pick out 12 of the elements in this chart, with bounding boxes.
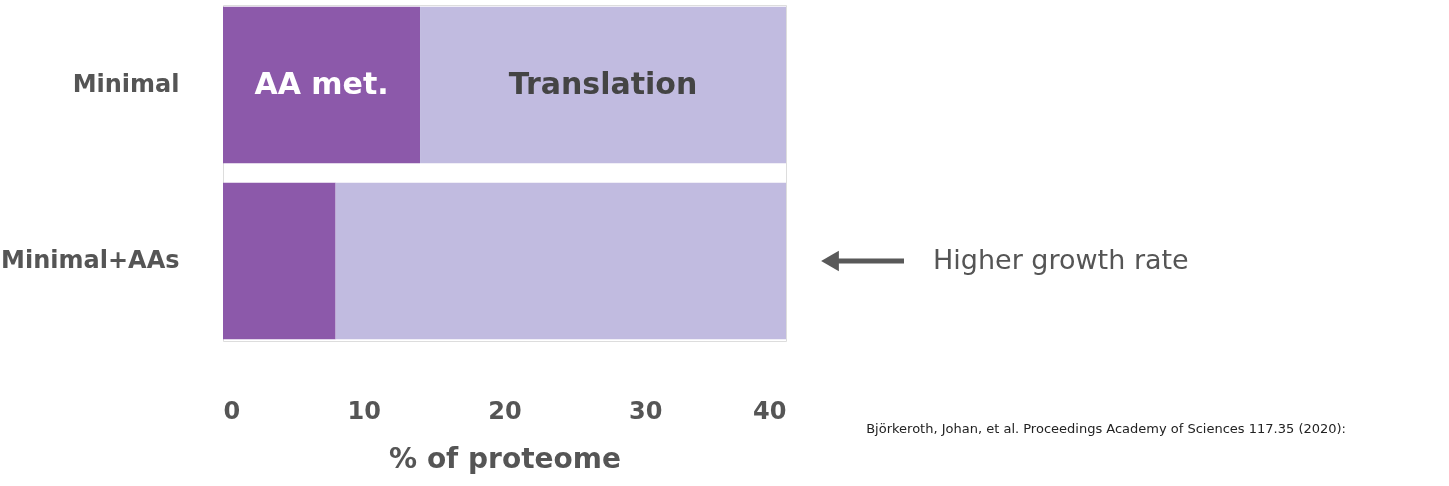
y-tick-label: Minimal+AAs [1,245,180,274]
x-tick-label: 40 [753,396,787,425]
text: Björkeroth, Johan, et al. Proceedings Academy of Sciences 117.35 (2020): [866,421,1346,436]
series-label: Translation [508,66,698,102]
x-tick-label: 0 [223,396,241,425]
x-tick-label: 30 [629,396,663,425]
x-tick-label: 20 [488,396,522,425]
x-axis-title: % of proteome [389,441,621,475]
series-label: AA met. [254,66,389,102]
x-tick-label: 10 [347,396,381,425]
y-tick-label: Minimal [72,70,180,99]
text: Higher growth rate [933,243,1189,275]
